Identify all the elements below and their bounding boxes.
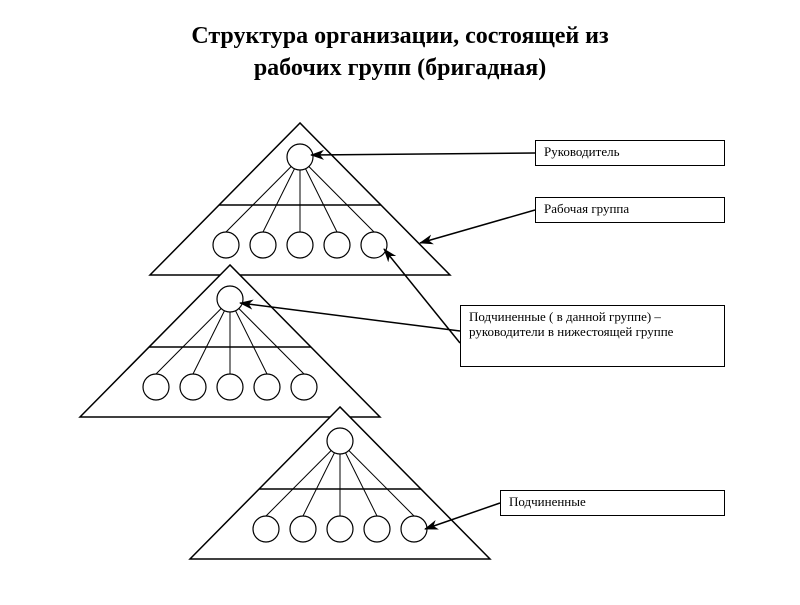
leader-circle-t3	[327, 428, 353, 454]
child-circle-t3-2	[327, 516, 353, 542]
child-circle-t3-4	[401, 516, 427, 542]
page-title: Структура организации, состоящей из рабо…	[0, 0, 800, 85]
label-leader-text: Руководитель	[544, 144, 620, 159]
title-line-2: рабочих групп (бригадная)	[254, 55, 546, 81]
child-circle-t1-2	[287, 232, 313, 258]
label-subordinates: Подчиненные	[500, 490, 725, 516]
arrow-to-leader-circle-t1	[311, 153, 535, 155]
child-circle-t2-0	[143, 374, 169, 400]
label-workgroup: Рабочая группа	[535, 197, 725, 223]
child-circle-t2-3	[254, 374, 280, 400]
label-subordinates-text: Подчиненные	[509, 494, 586, 509]
label-subordinates-leaders: Подчиненные ( в данной группе) – руковод…	[460, 305, 725, 367]
label-sub-leaders-text: Подчиненные ( в данной группе) – руковод…	[469, 309, 673, 339]
leader-circle-t1	[287, 144, 313, 170]
child-circle-t3-3	[364, 516, 390, 542]
child-circle-t2-4	[291, 374, 317, 400]
child-circle-t2-1	[180, 374, 206, 400]
label-workgroup-text: Рабочая группа	[544, 201, 629, 216]
child-circle-t1-1	[250, 232, 276, 258]
child-circle-t1-3	[324, 232, 350, 258]
child-circle-t3-1	[290, 516, 316, 542]
child-circle-t2-2	[217, 374, 243, 400]
title-line-1: Структура организации, состоящей из	[191, 23, 608, 49]
child-circle-t3-0	[253, 516, 279, 542]
child-circle-t1-4	[361, 232, 387, 258]
label-leader: Руководитель	[535, 140, 725, 166]
child-circle-t1-0	[213, 232, 239, 258]
leader-circle-t2	[217, 286, 243, 312]
arrow-to-triangle-t1	[420, 210, 535, 243]
diagram-stage: Руководитель Рабочая группа Подчиненные …	[0, 85, 800, 605]
